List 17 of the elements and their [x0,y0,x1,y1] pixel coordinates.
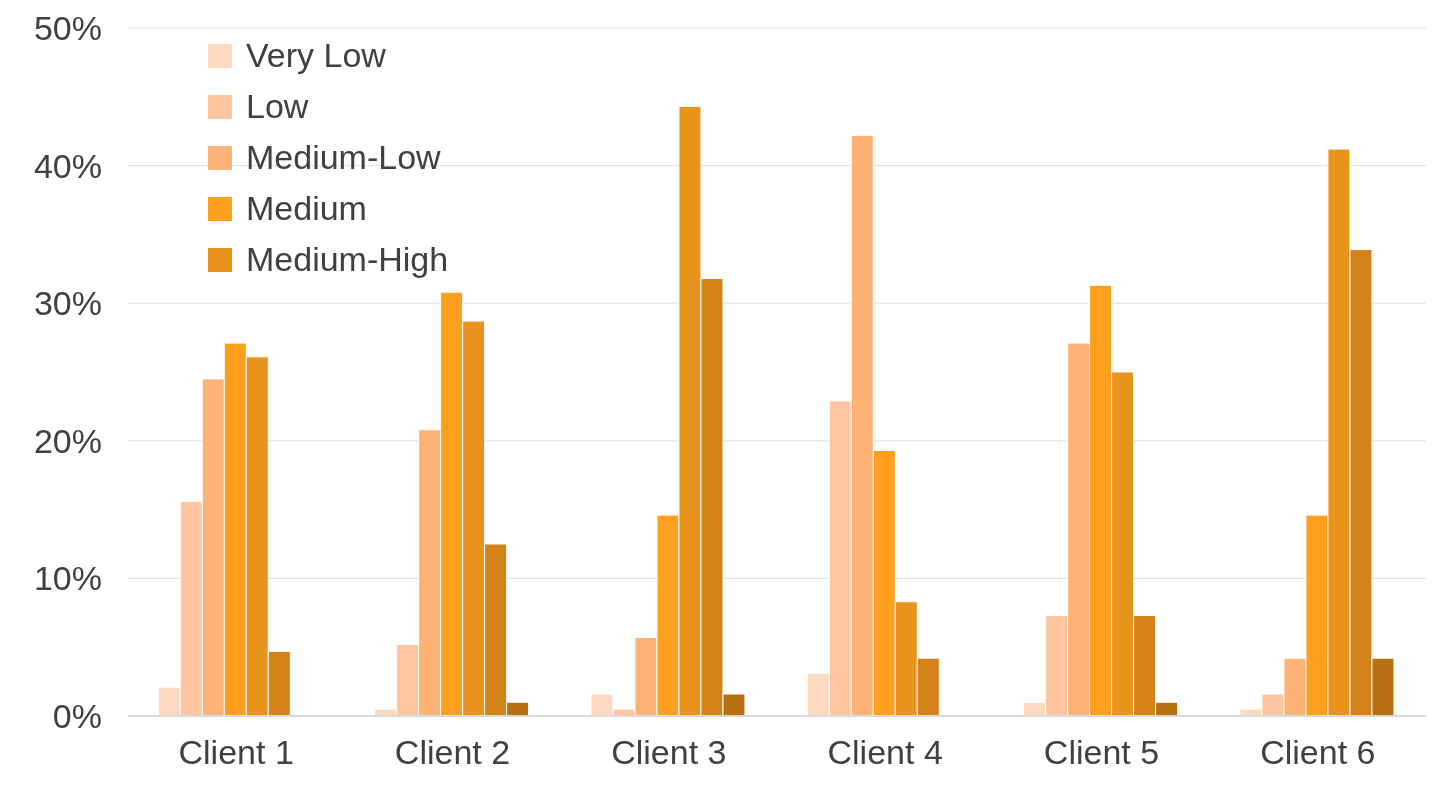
legend-label: Medium [246,189,367,228]
legend-label: Medium-High [246,240,449,279]
legend-label: Medium-Low [246,138,441,177]
x-tick-label: Client 5 [1043,733,1160,772]
x-tick-label: Client 4 [827,733,943,772]
y-tick-label: 30% [33,284,102,323]
legend-label: Low [246,87,309,126]
x-tick-label: Client 6 [1260,733,1376,772]
x-tick-label: Client 3 [611,733,727,772]
y-tick-label: 10% [33,559,102,598]
y-tick-label: 20% [33,421,102,460]
x-tick-label: Client 2 [394,733,511,772]
x-tick-label: Client 1 [178,733,294,772]
legend-label: Very Low [246,36,386,75]
y-tick-label: 40% [33,146,102,185]
y-tick-label: 50% [33,9,102,48]
y-tick-label: 0% [52,697,102,736]
